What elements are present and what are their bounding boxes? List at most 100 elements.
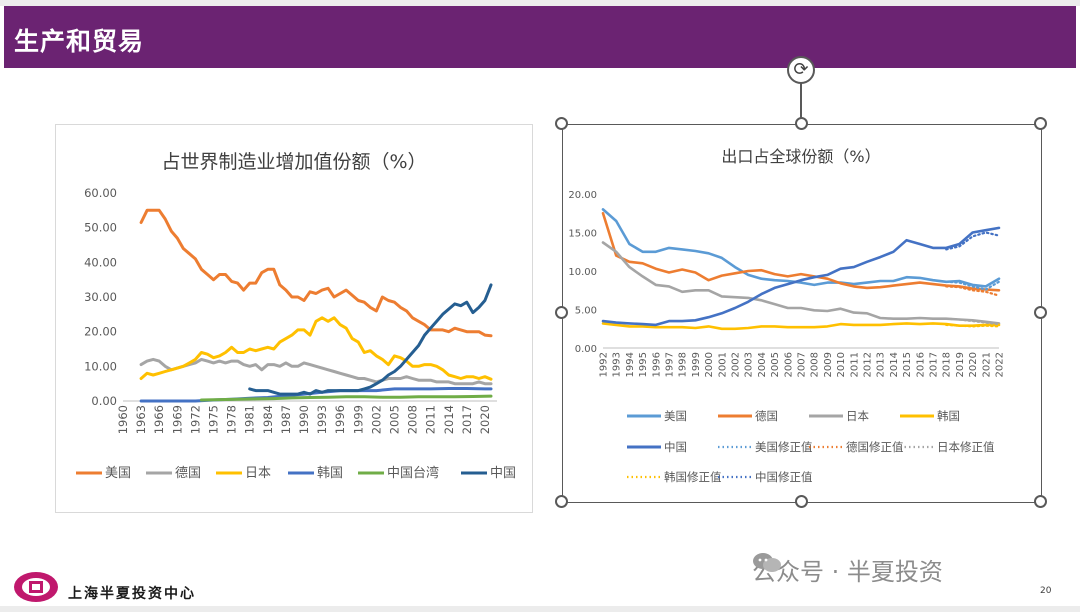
x-tick-label: 2011 bbox=[849, 352, 860, 377]
legend-label: 中国 bbox=[490, 466, 516, 481]
x-tick-label: 2017 bbox=[929, 352, 940, 377]
series-line bbox=[945, 280, 1001, 291]
x-tick-label: 2014 bbox=[889, 352, 900, 377]
legend-label: 德国修正值 bbox=[846, 440, 904, 454]
y-tick-label: 20.00 bbox=[84, 325, 117, 339]
y-tick-label: 15.00 bbox=[568, 229, 597, 240]
series-line bbox=[139, 208, 493, 338]
legend-label: 日本 bbox=[846, 409, 869, 423]
x-tick-label: 1999 bbox=[691, 352, 702, 377]
legend-label: 中国 bbox=[664, 440, 687, 454]
chart-title: 占世界制造业增加值份额（%） bbox=[161, 151, 426, 173]
resize-handle-bottom-right[interactable] bbox=[1034, 495, 1047, 508]
series-line bbox=[945, 285, 1001, 297]
slide-header: 生产和贸易 bbox=[4, 6, 1076, 68]
x-tick-label: 1960 bbox=[116, 405, 130, 434]
wechat-icon bbox=[753, 553, 781, 572]
legend-label: 美国 bbox=[664, 409, 687, 423]
x-tick-label: 2016 bbox=[915, 352, 926, 377]
x-tick-label: 1993 bbox=[315, 405, 329, 434]
legend-label: 韩国 bbox=[937, 409, 960, 423]
x-tick-label: 1978 bbox=[225, 405, 239, 434]
x-tick-label: 2005 bbox=[387, 405, 401, 434]
x-tick-label: 2021 bbox=[981, 352, 992, 377]
resize-handle-bottom-middle[interactable] bbox=[795, 495, 808, 508]
chart-title: 出口占全球份额（%） bbox=[721, 147, 880, 166]
y-tick-label: 40.00 bbox=[84, 255, 117, 269]
x-tick-label: 1996 bbox=[651, 352, 662, 377]
series-line bbox=[139, 357, 493, 386]
bottom-border bbox=[0, 606, 1080, 612]
resize-handle-top-right[interactable] bbox=[1034, 117, 1047, 130]
top-border bbox=[0, 0, 1080, 6]
x-tick-label: 1966 bbox=[152, 405, 166, 434]
rotate-handle-icon[interactable]: ⟳ bbox=[787, 56, 815, 84]
x-tick-label: 1998 bbox=[678, 352, 689, 377]
watermark-text: 公众号 · 半夏投资 bbox=[752, 558, 943, 586]
x-tick-label: 2014 bbox=[442, 405, 456, 434]
x-tick-label: 2015 bbox=[902, 352, 913, 377]
x-tick-label: 2022 bbox=[995, 352, 1006, 377]
legend-label: 韩国修正值 bbox=[664, 470, 722, 484]
watermark: 公众号 · 半夏投资 bbox=[752, 552, 943, 587]
series-line bbox=[139, 316, 493, 381]
chart-export-share[interactable]: 出口占全球份额（%） 20.00 15.00 10.00 5.00 0.00 1992 199… bbox=[562, 124, 1042, 503]
series-line bbox=[945, 317, 1001, 326]
resize-handle-top-left[interactable] bbox=[555, 117, 568, 130]
series-line bbox=[945, 231, 1001, 251]
x-tick-label: 2010 bbox=[836, 352, 847, 377]
x-tick-label: 2017 bbox=[460, 405, 474, 434]
legend-label: 美国 bbox=[105, 466, 131, 481]
x-tick-label: 1994 bbox=[625, 352, 636, 377]
legend-label: 美国修正值 bbox=[755, 440, 813, 454]
y-tick-label: 0.00 bbox=[91, 394, 117, 408]
x-tick-label: 2008 bbox=[406, 405, 420, 434]
y-tick-label: 0.00 bbox=[575, 344, 597, 355]
resize-handle-middle-left[interactable] bbox=[555, 306, 568, 319]
x-tick-label: 1993 bbox=[612, 352, 623, 377]
y-tick-label: 20.00 bbox=[568, 190, 597, 201]
rotate-stem bbox=[800, 82, 802, 124]
x-tick-label: 1987 bbox=[279, 405, 293, 434]
x-tick-label: 1996 bbox=[333, 405, 347, 434]
x-tick-label: 2020 bbox=[968, 352, 979, 377]
chart-manufacturing-share[interactable]: 占世界制造业增加值份额（%） 60.00 50.00 40.00 30.00 20.00 1… bbox=[55, 124, 533, 513]
legend-label: 日本 bbox=[245, 466, 271, 481]
y-tick-label: 60.00 bbox=[84, 186, 117, 200]
page-number: 20 bbox=[1040, 586, 1052, 596]
resize-handle-top-middle[interactable] bbox=[795, 117, 808, 130]
y-tick-label: 10.00 bbox=[84, 359, 117, 373]
x-tick-label: 1963 bbox=[134, 405, 148, 434]
x-tick-label: 2007 bbox=[797, 352, 808, 377]
x-tick-label: 1975 bbox=[207, 405, 221, 434]
x-tick-label: 2006 bbox=[783, 352, 794, 377]
x-tick-label: 1981 bbox=[243, 405, 257, 434]
series-line bbox=[601, 226, 1001, 327]
x-tick-label: 2011 bbox=[424, 405, 438, 434]
y-tick-label: 5.00 bbox=[575, 306, 597, 317]
resize-handle-middle-right[interactable] bbox=[1034, 306, 1047, 319]
x-tick-label: 2008 bbox=[810, 352, 821, 377]
x-tick-label: 1969 bbox=[170, 405, 184, 434]
resize-handle-bottom-left[interactable] bbox=[555, 495, 568, 508]
legend-label: 德国 bbox=[755, 409, 778, 423]
x-tick-label: 1984 bbox=[261, 405, 275, 434]
series-line bbox=[199, 394, 493, 402]
series-line bbox=[601, 322, 1001, 331]
x-tick-label: 2018 bbox=[942, 352, 953, 377]
y-tick-label: 50.00 bbox=[84, 221, 117, 235]
company-logo-icon bbox=[14, 572, 58, 602]
legend-label: 中国修正值 bbox=[755, 470, 813, 484]
x-tick-label: 2003 bbox=[744, 352, 755, 377]
series-line bbox=[601, 241, 1001, 325]
x-tick-label: 2013 bbox=[876, 352, 887, 377]
series-line bbox=[601, 208, 1001, 288]
legend-label: 中国台湾 bbox=[387, 465, 439, 481]
x-tick-label: 1997 bbox=[665, 352, 676, 377]
legend-label: 德国 bbox=[175, 466, 201, 481]
x-tick-label: 1990 bbox=[297, 405, 311, 434]
series-line bbox=[601, 212, 1001, 292]
x-tick-label: 2019 bbox=[955, 352, 966, 377]
x-tick-label: 2002 bbox=[369, 405, 383, 434]
